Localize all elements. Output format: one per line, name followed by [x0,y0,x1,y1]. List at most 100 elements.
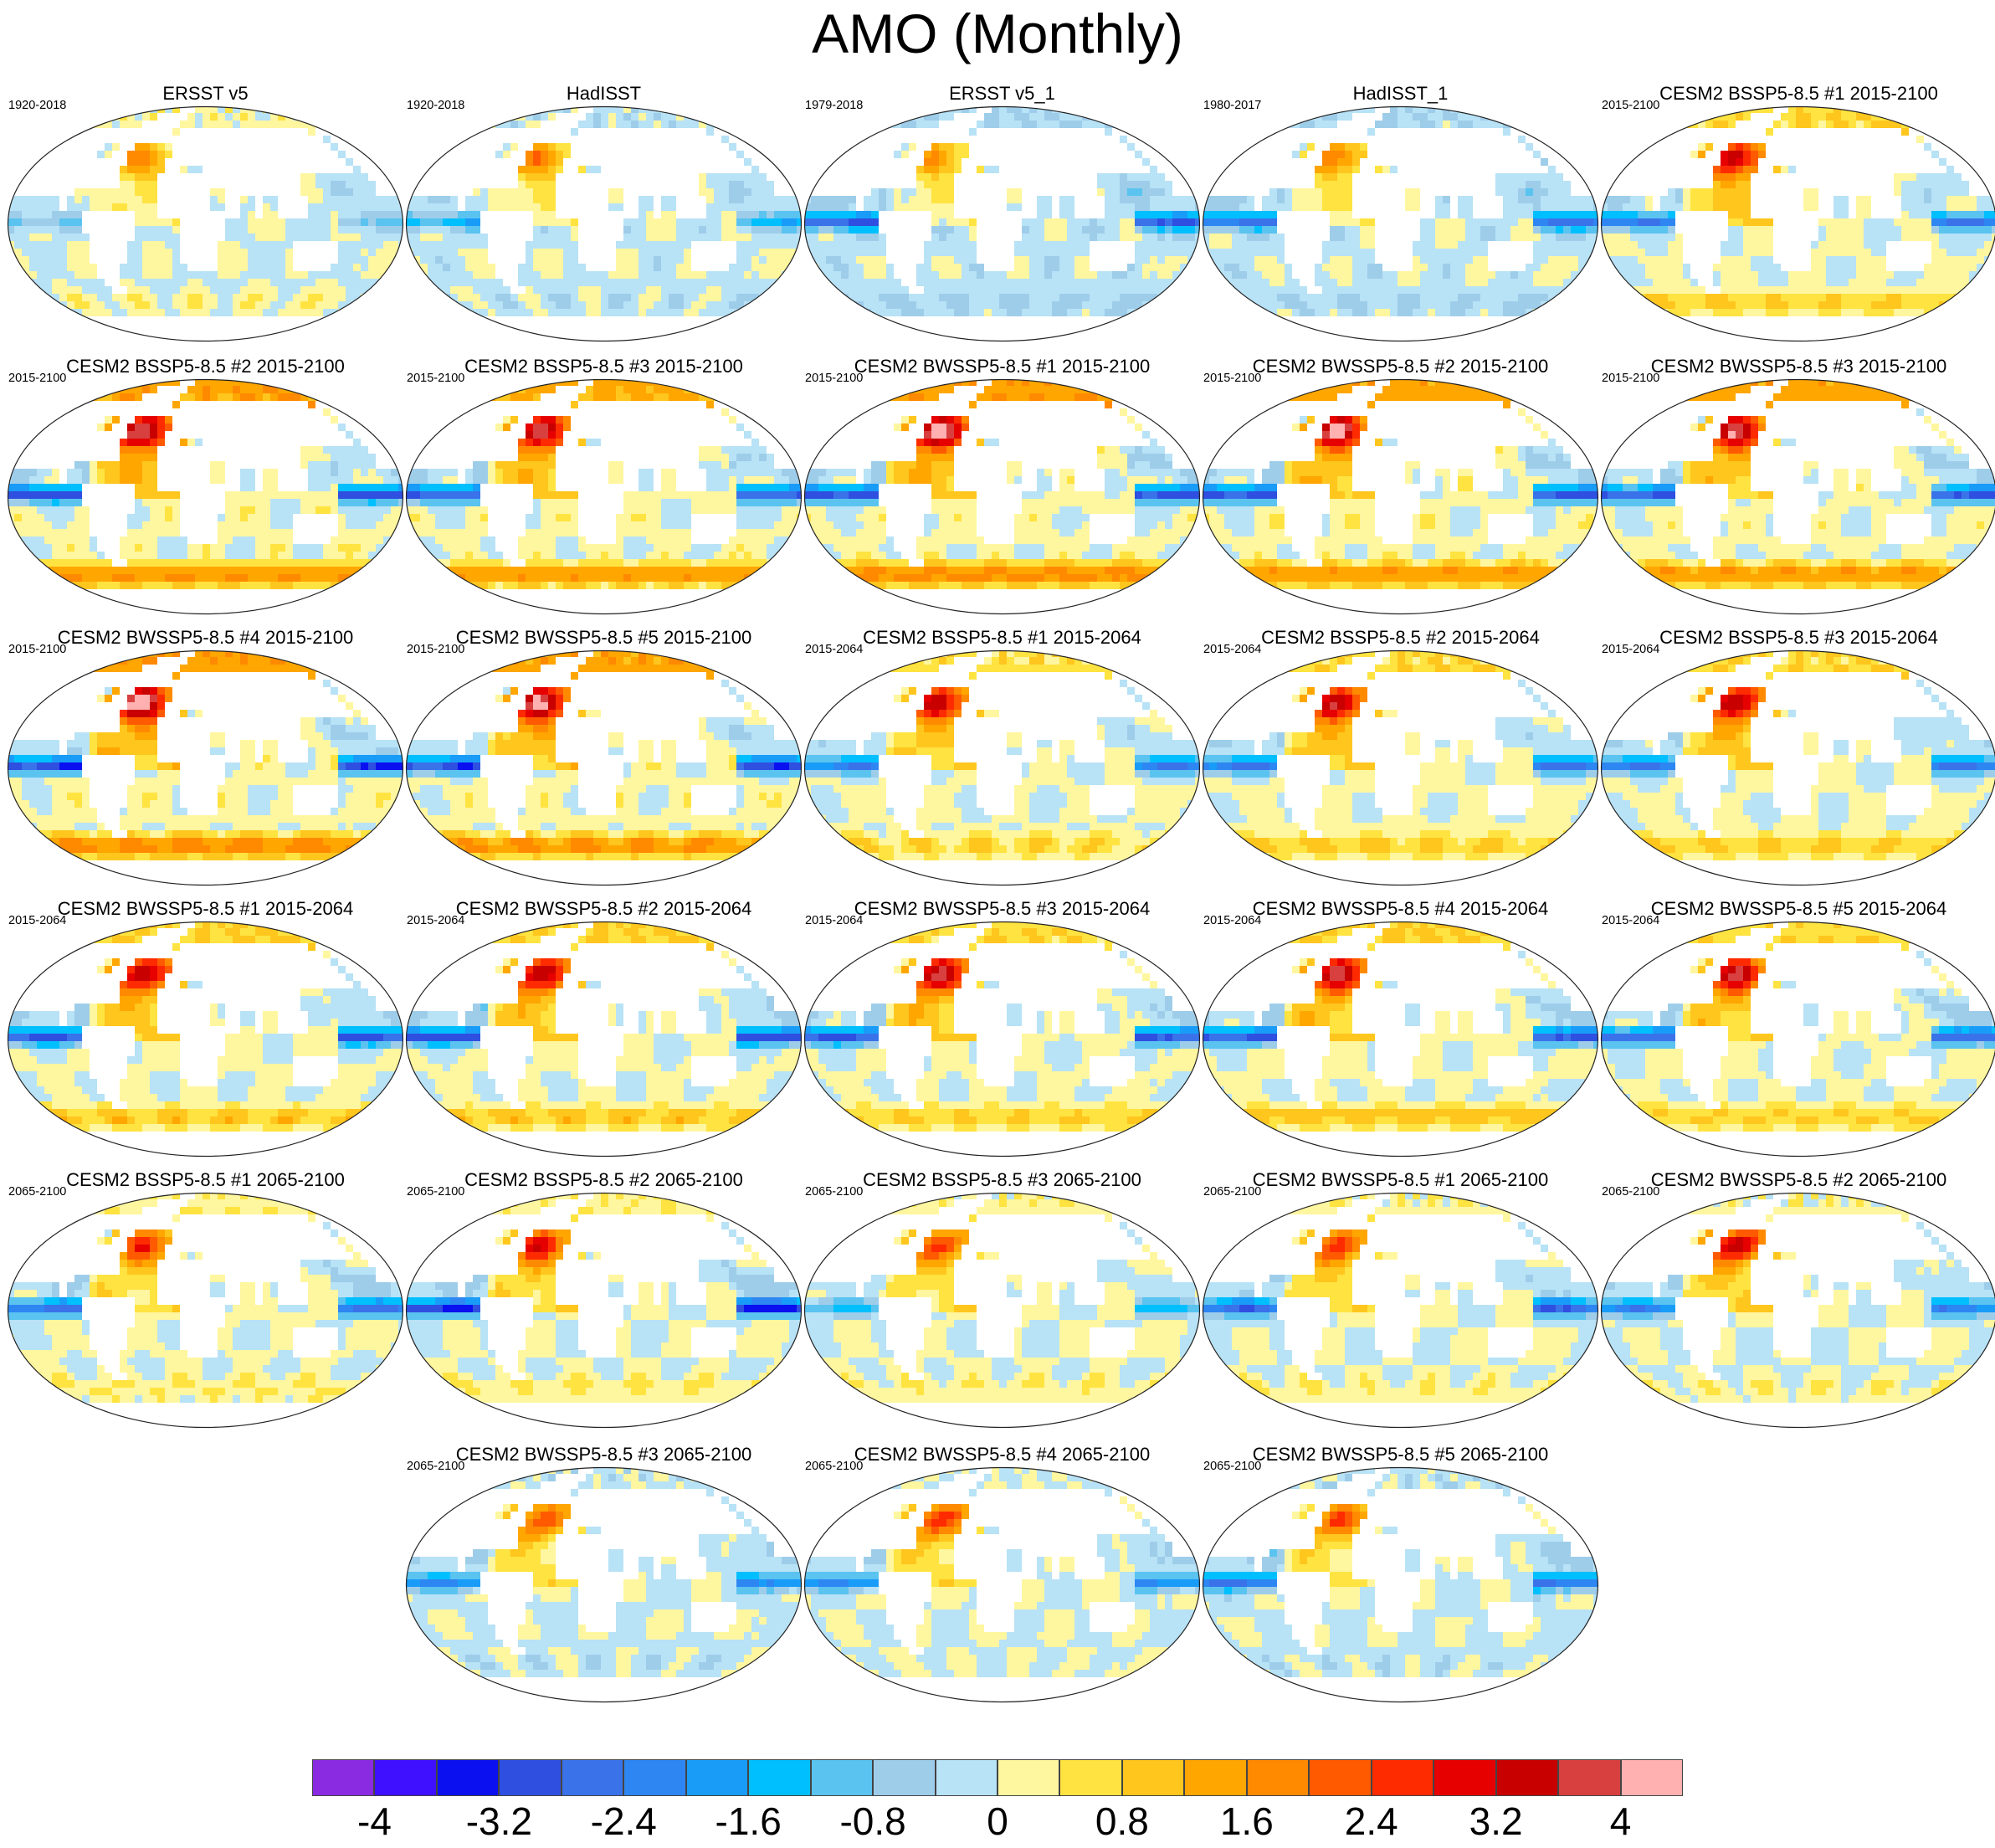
anomaly-cell [818,264,827,272]
anomaly-cell [1082,256,1090,264]
anomaly-cell [1074,234,1083,242]
land-cell [323,143,331,151]
land-cell [894,271,902,280]
anomaly-cell [729,226,737,234]
land-cell [984,181,992,189]
land-cell [1014,181,1023,189]
land-cell [856,196,864,204]
land-cell [315,249,324,257]
anomaly-cell [1044,113,1053,121]
land-cell [210,181,218,189]
anomaly-cell [218,121,226,129]
land-cell [1097,256,1105,264]
land-cell [669,158,677,167]
anomaly-cell [263,211,271,219]
anomaly-cell [946,241,955,249]
anomaly-cell [150,218,158,227]
land-cell [833,166,842,174]
anomaly-cell [127,301,136,310]
anomaly-cell [1187,203,1196,212]
anomaly-cell [797,218,802,227]
anomaly-cell [135,181,143,189]
land-cell [676,173,685,182]
land-cell [916,158,925,167]
anomaly-cell [293,234,301,242]
anomaly-cell [1435,241,1444,249]
anomaly-cell [1526,188,1534,197]
land-cell [187,324,196,332]
land-cell [578,256,587,264]
anomaly-cell [541,203,549,212]
land-cell [909,271,917,280]
land-cell [924,316,932,325]
land-cell [1105,264,1113,272]
land-cell [495,128,504,136]
anomaly-cell [669,286,677,295]
anomaly-cell [1067,279,1075,287]
anomaly-cell [458,279,466,287]
land-cell [1097,151,1105,159]
land-cell [736,143,745,151]
land-cell [503,173,511,182]
land-cell [518,256,526,264]
anomaly-cell [361,218,369,227]
anomaly-cell [353,188,362,197]
land-cell [1292,211,1300,219]
land-cell [849,158,857,167]
anomaly-cell [1112,301,1121,310]
land-cell [473,143,481,151]
land-cell [278,203,286,212]
anomaly-cell [1067,203,1075,212]
anomaly-cell [450,271,459,280]
land-cell [999,226,1008,234]
land-cell [263,173,271,182]
anomaly-cell [480,188,489,197]
anomaly-cell [886,271,895,280]
land-cell [1375,113,1383,121]
anomaly-cell [969,301,977,310]
anomaly-cell [623,264,632,272]
land-cell [1390,128,1398,136]
anomaly-cell [1300,196,1308,204]
land-cell [67,143,75,151]
land-cell [1465,158,1474,167]
land-cell [1067,181,1075,189]
land-cell [240,316,249,325]
anomaly-cell [601,286,609,295]
land-cell [1067,166,1075,174]
anomaly-cell [646,271,654,280]
land-cell [654,151,662,159]
anomaly-cell [1172,234,1181,242]
land-cell [52,181,60,189]
land-cell [1428,143,1436,151]
land-cell [864,158,872,167]
anomaly-cell [556,301,564,310]
anomaly-cell [699,173,707,182]
anomaly-cell [67,301,75,310]
land-cell [278,211,286,219]
land-cell [210,234,218,242]
anomaly-cell [774,226,782,234]
anomaly-cell [871,241,880,249]
anomaly-cell [999,271,1008,280]
land-cell [691,128,700,136]
anomaly-cell [864,279,872,287]
land-cell [954,121,962,129]
anomaly-cell [864,286,872,295]
anomaly-cell [1586,234,1594,242]
anomaly-cell [1142,188,1151,197]
land-cell [1022,331,1030,340]
land-cell [939,316,947,325]
anomaly-cell [1180,264,1188,272]
anomaly-cell [1367,226,1376,234]
anomaly-cell [420,256,428,264]
land-cell [233,128,241,136]
anomaly-cell [1105,218,1113,227]
anomaly-cell [1563,203,1572,212]
anomaly-cell [233,286,241,295]
anomaly-cell [879,294,887,302]
anomaly-cell [127,196,136,204]
land-cell [315,264,324,272]
anomaly-cell [172,128,181,136]
anomaly-cell [608,279,617,287]
